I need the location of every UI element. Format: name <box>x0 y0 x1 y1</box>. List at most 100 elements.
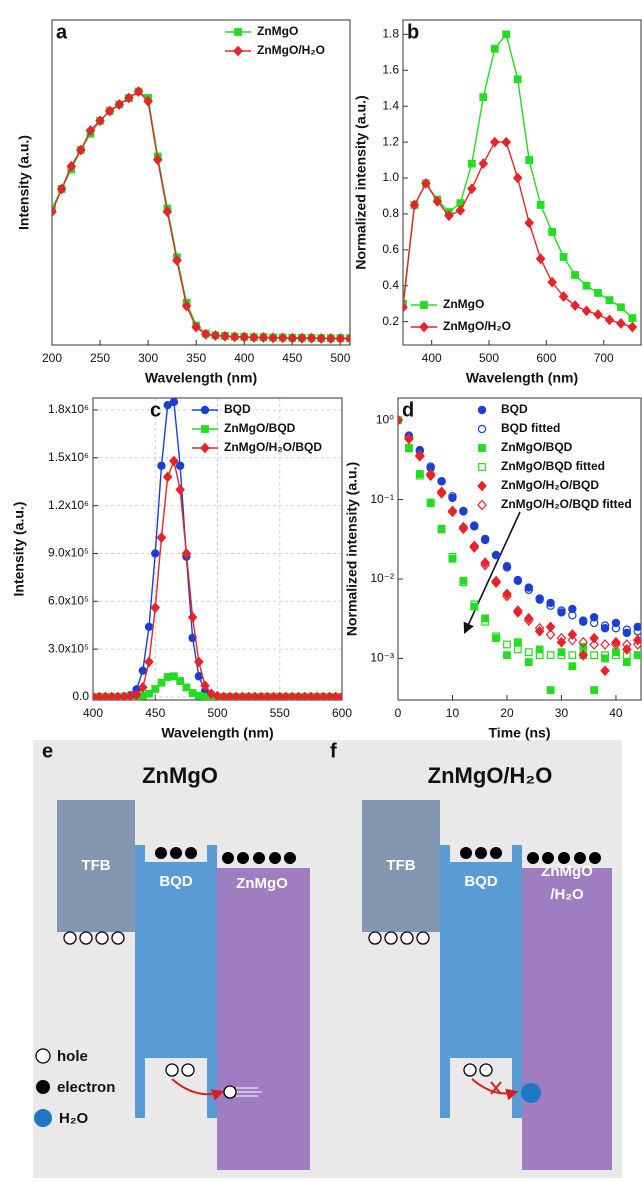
legend-label: ZnMgO/H₂O <box>443 319 511 333</box>
marker <box>557 606 566 615</box>
marker <box>502 563 512 572</box>
marker <box>157 461 166 470</box>
x-tick-label: 500 <box>330 351 350 365</box>
marker <box>480 559 490 571</box>
marker <box>611 636 621 648</box>
marker <box>414 450 425 462</box>
marker <box>568 662 577 671</box>
legend-marker <box>477 405 487 415</box>
y-tick-label: 1.5x10⁶ <box>48 450 89 464</box>
marker <box>501 136 512 148</box>
x-tick-label: 450 <box>145 706 165 720</box>
x-tick-label: 400 <box>422 351 442 365</box>
marker <box>312 691 322 700</box>
marker <box>513 645 522 654</box>
series-line <box>52 90 350 340</box>
marker <box>318 691 329 700</box>
diagram-f: f ZnMgO/H₂O TFB BQD ZnMgO /H₂O <box>330 740 612 1170</box>
marker <box>437 477 446 486</box>
marker <box>237 691 248 700</box>
marker <box>345 333 350 344</box>
marker <box>605 296 614 305</box>
panel-label: a <box>56 21 68 43</box>
y-tick-label: 0.2 <box>382 314 399 328</box>
legend-marker <box>477 480 487 492</box>
marker <box>523 615 534 626</box>
marker <box>525 156 534 164</box>
marker <box>524 217 534 229</box>
marker <box>617 303 625 312</box>
marker <box>404 443 413 452</box>
x-tick-label: 30 <box>555 706 569 720</box>
marker <box>169 398 179 407</box>
marker <box>546 598 555 608</box>
marker <box>414 449 425 461</box>
marker <box>138 666 147 675</box>
marker <box>547 276 557 288</box>
marker <box>415 470 424 478</box>
trend-arrow <box>463 511 521 635</box>
layer-label: TFB <box>81 857 110 874</box>
marker <box>181 548 192 559</box>
marker <box>489 136 500 148</box>
marker <box>157 678 166 687</box>
marker <box>601 651 609 660</box>
marker <box>536 201 545 209</box>
y-tick-label: 0.4 <box>382 278 399 292</box>
legend-label: BQD fitted <box>501 421 560 435</box>
marker <box>306 332 317 344</box>
marker <box>589 639 599 650</box>
marker <box>85 125 96 136</box>
diagram-title: ZnMgO/H₂O <box>428 763 553 788</box>
diagram-legend: hole electron H₂O <box>34 1048 115 1127</box>
marker <box>600 665 610 677</box>
x-axis-label: Wavelength (nm) <box>145 370 257 386</box>
marker <box>503 640 511 649</box>
znmgo-h2o-layer <box>522 868 612 1170</box>
legend-marker <box>478 444 486 452</box>
marker <box>432 195 443 207</box>
marker <box>568 611 577 620</box>
marker <box>594 289 602 297</box>
marker <box>325 333 336 344</box>
marker <box>546 601 555 611</box>
marker <box>151 685 160 693</box>
y-tick-label: 1.4 <box>382 98 399 112</box>
marker <box>131 689 142 700</box>
marker <box>535 253 546 265</box>
marker <box>426 498 435 507</box>
legend-electron <box>36 1080 50 1094</box>
holes <box>368 931 493 1077</box>
marker <box>447 505 458 517</box>
marker <box>491 575 501 587</box>
legend-label: ZnMgO/BQD fitted <box>501 459 605 473</box>
x-tick-label: 500 <box>479 351 499 365</box>
tfb-layer <box>57 800 135 932</box>
marker <box>578 636 589 648</box>
marker <box>502 590 512 602</box>
marker <box>143 95 153 107</box>
marker <box>478 158 489 170</box>
plot-frame <box>397 397 642 701</box>
legend-marker <box>420 301 428 309</box>
marker <box>590 651 599 660</box>
marker <box>200 680 210 692</box>
marker <box>545 621 556 633</box>
marker <box>144 656 154 668</box>
marker <box>534 625 545 637</box>
marker <box>467 183 477 195</box>
panel-label: d <box>402 399 414 421</box>
y-axis-label: Intensity (a.u.) <box>16 135 32 230</box>
marker <box>398 414 403 426</box>
layer-label: ZnMgO <box>541 863 593 880</box>
marker <box>469 540 480 552</box>
y-tick-label: 0.8 <box>382 206 399 220</box>
marker <box>467 159 476 168</box>
marker <box>523 612 534 624</box>
marker <box>95 115 105 127</box>
y-tick-label: 0.6 <box>382 242 399 256</box>
marker <box>133 86 144 97</box>
marker <box>568 604 577 614</box>
marker <box>297 332 307 344</box>
